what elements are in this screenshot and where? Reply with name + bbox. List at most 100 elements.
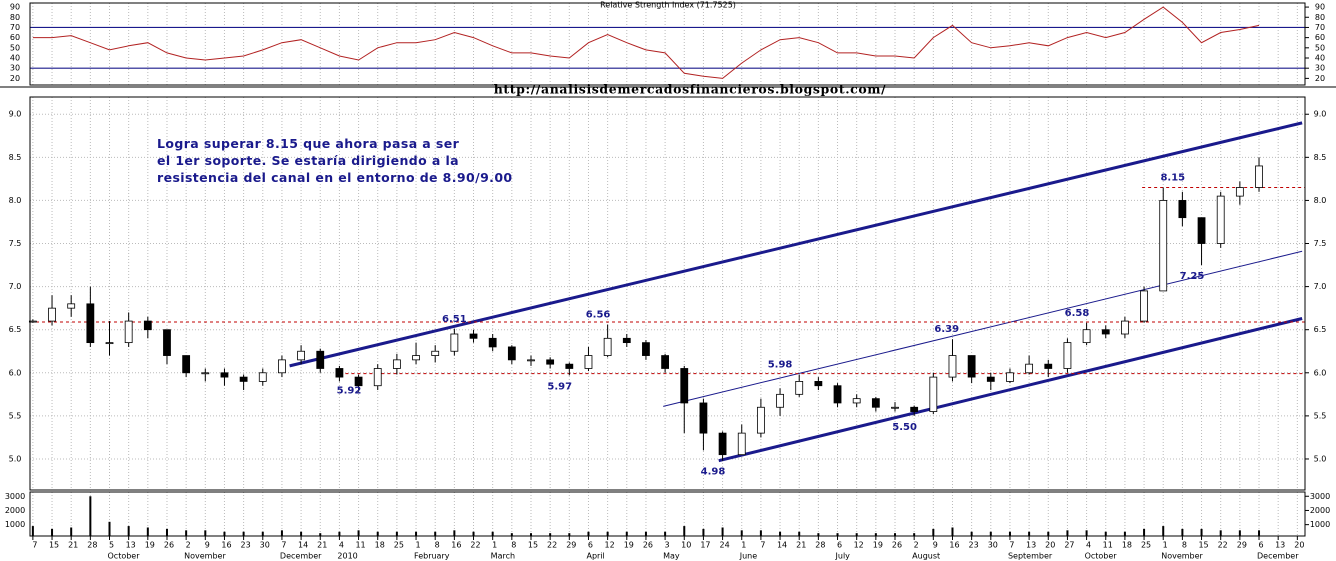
x-tick-label: 16 <box>949 541 959 550</box>
volume-bar <box>31 526 34 536</box>
volume-bar <box>1143 528 1146 536</box>
mark-layer <box>28 6 1305 536</box>
x-tick-label: 19 <box>624 541 634 550</box>
y-tick-label: 5.5 <box>9 411 22 420</box>
x-tick-label: 6 <box>1258 541 1263 550</box>
volume-bar <box>338 531 341 536</box>
rsi-title: Relative Strength Index (71.7525) <box>600 1 736 10</box>
volume-bar <box>683 526 686 536</box>
price-annotation: 8.15 <box>1160 172 1185 183</box>
candle-body <box>105 342 114 345</box>
y-tick-label: 7.5 <box>9 239 22 248</box>
volume-bar <box>702 528 705 536</box>
trend-line <box>663 250 1303 407</box>
volume-bar <box>874 533 877 536</box>
x-tick-label: 13 <box>1275 541 1285 550</box>
comment-line: el 1er soporte. Se estaría dirigiendo a … <box>157 153 459 168</box>
price-annotation: 5.97 <box>547 381 572 392</box>
y-tick-label: 1000 <box>1310 520 1330 529</box>
y-tick-label: 3000 <box>1310 492 1330 501</box>
volume-bar <box>357 530 360 536</box>
volume-bar <box>300 531 303 536</box>
volume-bar <box>989 531 992 536</box>
candle-body <box>929 376 938 412</box>
volume-bar <box>415 531 418 536</box>
volume-bar <box>932 528 935 536</box>
x-tick-label: 7 <box>32 541 37 550</box>
x-tick-label: 15 <box>49 541 59 550</box>
x-tick-label: 13 <box>126 541 136 550</box>
candle-body <box>699 402 708 434</box>
volume-bar <box>644 531 647 536</box>
candle-body <box>814 381 823 387</box>
month-label: December <box>280 552 322 561</box>
x-tick-label: 23 <box>969 541 979 550</box>
price-annotation: 6.56 <box>586 310 611 321</box>
volume-bar <box>1066 530 1069 536</box>
x-tick-label: 9 <box>933 541 938 550</box>
volume-bar <box>759 530 762 536</box>
x-tick-label: 4 <box>339 541 344 550</box>
volume-bar <box>625 531 628 536</box>
month-label: November <box>1161 552 1203 561</box>
candle-body <box>891 406 899 409</box>
y-tick-label: 8.5 <box>9 153 22 162</box>
y-tick-label: 7.5 <box>1314 239 1327 248</box>
volume-bar <box>89 496 92 536</box>
candle-body <box>967 355 976 378</box>
volume-bar <box>472 531 475 536</box>
x-tick-label: 2 <box>186 541 191 550</box>
candle-body <box>488 337 497 348</box>
volume-bar <box>817 533 820 536</box>
candle-body <box>143 320 152 331</box>
x-tick-label: 15 <box>1198 541 1208 550</box>
candle-body <box>1063 342 1072 369</box>
x-tick-label: 24 <box>719 541 729 550</box>
candle-body <box>833 385 842 404</box>
x-tick-label: 16 <box>221 541 231 550</box>
candle-body <box>1140 290 1148 322</box>
x-tick-label: 26 <box>643 541 653 550</box>
candle-body <box>278 359 286 374</box>
candle-body <box>776 393 784 408</box>
volume-bar <box>1028 531 1031 536</box>
candle-body <box>718 432 727 456</box>
volume-bar <box>1258 530 1261 536</box>
volume-bar <box>664 531 667 536</box>
candle-body <box>756 406 765 434</box>
y-tick-label: 8.0 <box>9 196 22 205</box>
volume-bar <box>855 533 858 536</box>
candle-body <box>1082 329 1091 344</box>
x-tick-label: 10 <box>681 541 691 550</box>
x-tick-label: 25 <box>394 541 404 550</box>
y-tick-label: 60 <box>1315 33 1325 42</box>
volume-bar <box>587 531 590 536</box>
x-tick-label: 11 <box>1103 541 1113 550</box>
month-label: November <box>184 552 226 561</box>
volume-bar <box>1181 528 1184 536</box>
x-tick-label: 3 <box>665 541 670 550</box>
y-tick-label: 90 <box>1315 3 1325 12</box>
candle-body <box>67 303 76 309</box>
price-frame <box>29 96 1306 491</box>
x-tick-label: 21 <box>796 541 806 550</box>
x-tick-label: 6 <box>837 541 842 550</box>
x-tick-label: 6 <box>588 541 593 550</box>
y-tick-label: 70 <box>1315 23 1325 32</box>
volume-bar <box>1219 530 1222 536</box>
x-tick-label: 7 <box>1009 541 1014 550</box>
volume-bar <box>204 530 207 536</box>
x-tick-label: 16 <box>451 541 461 550</box>
price-annotation: 6.39 <box>934 324 959 335</box>
volume-bar <box>779 531 782 536</box>
candle-body <box>546 359 555 365</box>
month-label: March <box>491 552 515 561</box>
volume-bar <box>549 533 552 536</box>
volume-bar <box>146 527 149 536</box>
y-tick-label: 8.5 <box>1314 153 1327 162</box>
candle-body <box>335 368 344 378</box>
rsi-line <box>32 6 1260 79</box>
x-tick-label: 12 <box>605 541 615 550</box>
